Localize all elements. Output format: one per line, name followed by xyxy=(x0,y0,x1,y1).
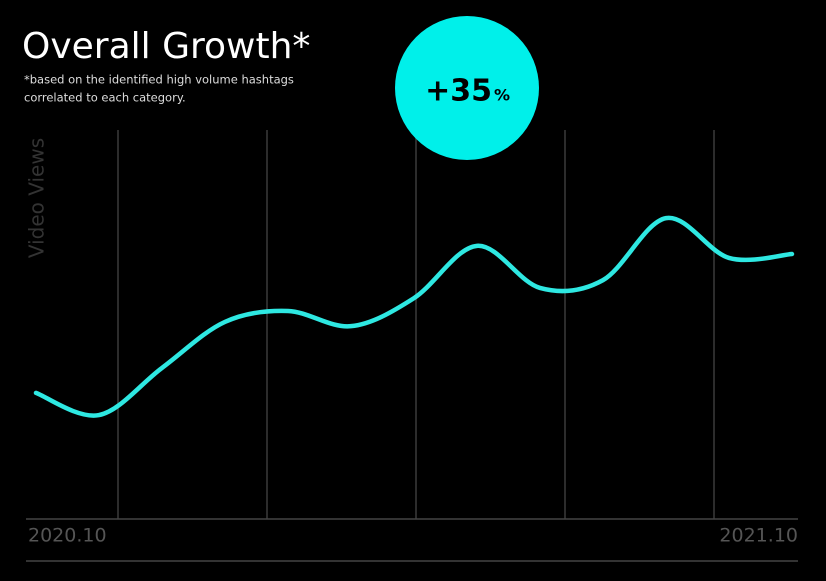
badge-value: +35 xyxy=(425,74,492,109)
subtitle: correlated to each category. xyxy=(24,91,186,105)
subtitle: *based on the identified high volume has… xyxy=(24,73,294,87)
x-tick-label: 2020.10 xyxy=(28,525,107,547)
badge-unit: % xyxy=(494,86,510,105)
chart-title: Overall Growth* xyxy=(22,26,310,67)
badge xyxy=(395,16,539,160)
vertical-grid xyxy=(117,130,715,519)
y-axis-label: Video Views xyxy=(25,138,49,258)
data-line xyxy=(33,215,795,418)
x-tick-label: 2021.10 xyxy=(719,525,798,547)
